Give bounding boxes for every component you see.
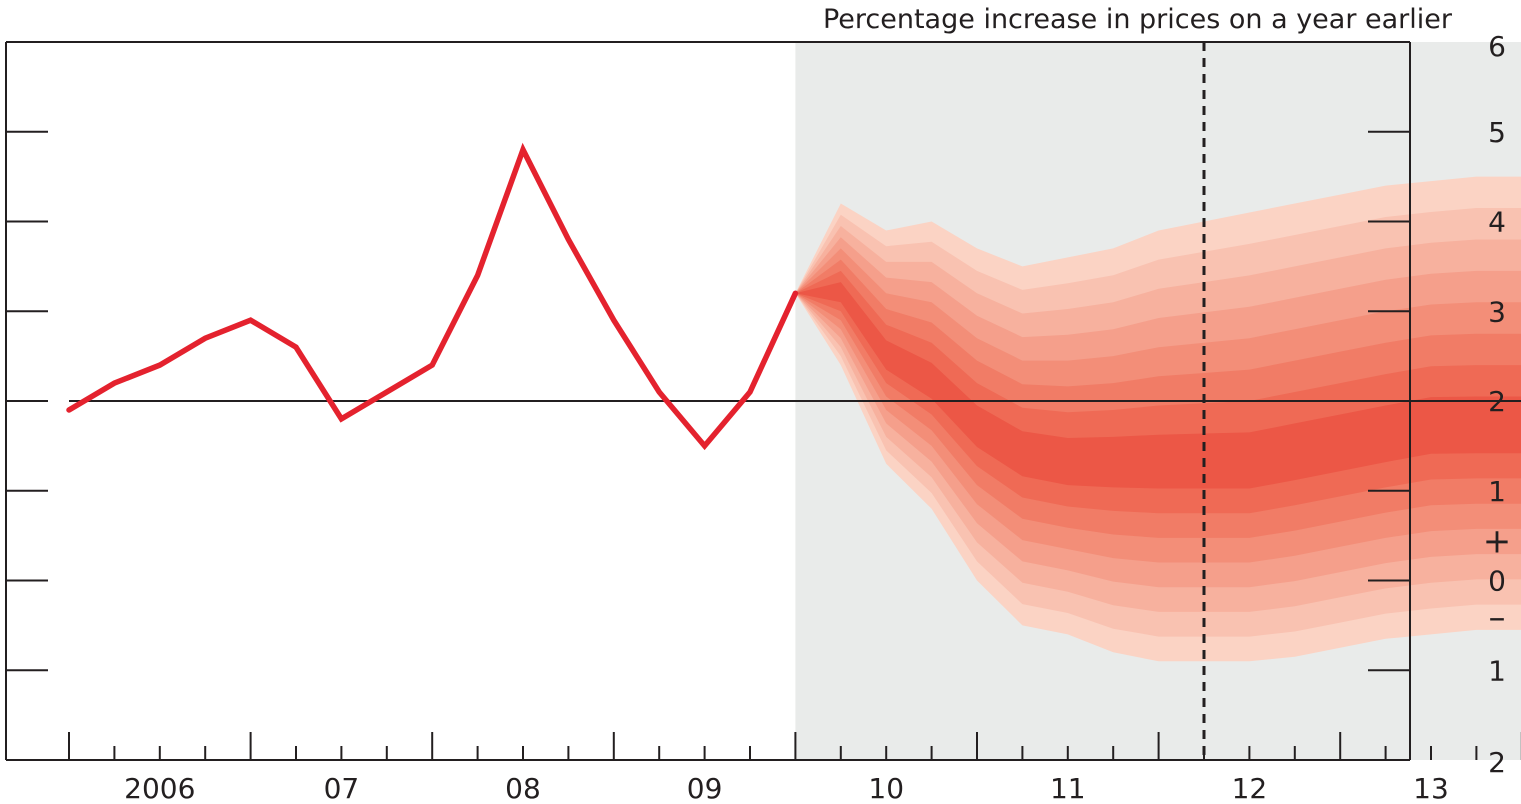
x-tick-label: 13 xyxy=(1413,772,1449,804)
x-tick-label: 12 xyxy=(1232,772,1268,804)
y-tick-label: 2 xyxy=(1488,385,1506,418)
cpi-outturn-line xyxy=(66,142,799,451)
y-tick-label: 1 xyxy=(1488,475,1506,508)
x-tick-label: 08 xyxy=(505,772,541,804)
x-tick-label: 09 xyxy=(687,772,723,804)
y-tick-label: 3 xyxy=(1488,295,1506,328)
y-tick-label: 4 xyxy=(1488,206,1506,239)
y-tick-label: 2 xyxy=(1488,746,1506,779)
x-tick-label: 11 xyxy=(1050,772,1086,804)
y-tick-label: 0 xyxy=(1488,565,1506,598)
x-tick-label: 07 xyxy=(324,772,360,804)
fan-band-8 xyxy=(795,282,1521,489)
x-tick-label: 2006 xyxy=(124,772,195,804)
y-tick-label: 5 xyxy=(1488,116,1506,149)
y-sign-plus: + xyxy=(1483,522,1512,562)
y-tick-label: 6 xyxy=(1488,30,1506,63)
x-tick-label: 10 xyxy=(868,772,904,804)
chart-title: Percentage increase in prices on a year … xyxy=(823,4,1453,35)
y-tick-label: 1 xyxy=(1488,654,1506,687)
y-sign-minus: – xyxy=(1489,598,1506,638)
